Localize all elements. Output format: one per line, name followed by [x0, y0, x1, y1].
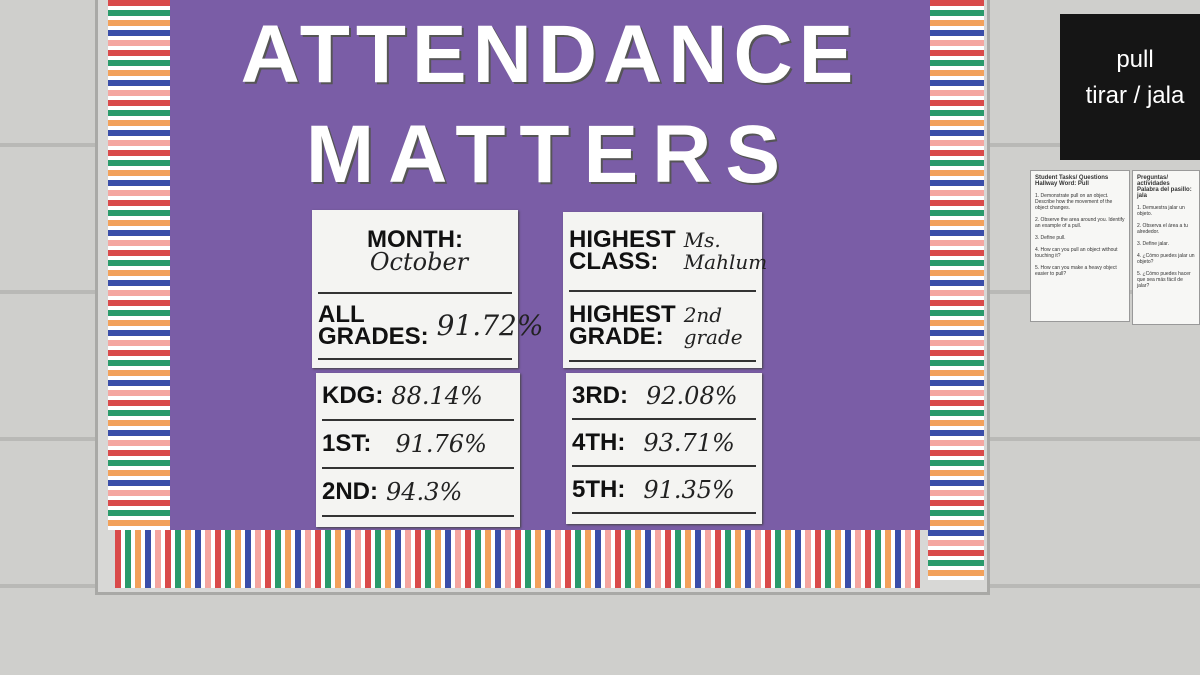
- label: 2ND:: [322, 478, 379, 505]
- value: 91.72%: [436, 309, 544, 342]
- value: Ms. Mahlum: [683, 228, 768, 274]
- card: KDG: 88.14% 1ST: 91.76% 2ND: 94.3%: [316, 373, 520, 527]
- value: 94.3%: [386, 478, 463, 506]
- label: 1ST:: [322, 430, 372, 457]
- item: 4. How can you pull an object without to…: [1035, 247, 1118, 259]
- door-sign: pull tirar / jala: [1060, 14, 1200, 160]
- label: 4TH:: [572, 428, 626, 456]
- item: 5. How can you make a heavy object easie…: [1035, 265, 1117, 277]
- card: HIGHEST CLASS: Ms. Mahlum HIGHEST GRADE: 2…: [563, 212, 767, 368]
- label: HIGHEST GRADE:: [569, 301, 676, 350]
- value: October: [369, 248, 469, 276]
- item: 1. Demuestra jalar un objeto.: [1137, 205, 1185, 217]
- sign-text: tirar / jala: [1085, 82, 1185, 109]
- title-line: MATTERS: [305, 109, 795, 200]
- border-left: [108, 0, 170, 530]
- heading: Preguntas/ actividades: [1137, 175, 1170, 187]
- label: 3RD:: [572, 381, 629, 409]
- worksheet: Preguntas/ actividades Palabra del pasill…: [1132, 170, 1200, 325]
- item: 2. Observa el área a tu alrededor.: [1137, 223, 1188, 235]
- worksheet: Student Tasks/ Questions Hallway Word: Pu…: [1030, 170, 1130, 322]
- heading: Hallway Word: Pull: [1035, 181, 1089, 187]
- value: 91.76%: [395, 430, 487, 458]
- heading: Palabra del pasillo: jala: [1137, 187, 1192, 199]
- card: MONTH: October ALL GRADES: 91.72%: [312, 210, 543, 368]
- label: HIGHEST CLASS:: [569, 226, 676, 275]
- item: 3. Define jalar.: [1137, 241, 1169, 247]
- sign-text: pull: [1116, 46, 1154, 73]
- value: 88.14%: [391, 382, 483, 410]
- purple-paper: [170, 0, 930, 530]
- value: 91.35%: [643, 475, 735, 504]
- value: 93.71%: [643, 428, 735, 457]
- item: 3. Define pull.: [1035, 235, 1066, 241]
- item: 5. ¿Cómo puedes hacer que sea más fácil …: [1137, 271, 1191, 289]
- value: 92.08%: [646, 381, 738, 410]
- item: 1. Demonstrate pull on an object. Descri…: [1035, 193, 1113, 211]
- value: 2nd grade: [683, 303, 743, 349]
- border-bottom: [115, 530, 920, 588]
- heading: Student Tasks/ Questions: [1035, 175, 1109, 181]
- card: 3RD: 92.08% 4TH: 93.71% 5TH: 91.35%: [566, 373, 762, 524]
- item: 2. Observe the area around you. Identify…: [1035, 217, 1125, 229]
- label: MONTH:: [367, 226, 463, 253]
- title-line: ATTENDANCE: [240, 9, 860, 100]
- item: 4. ¿Cómo puedes jalar un objeto?: [1137, 253, 1195, 265]
- label: ALL GRADES:: [318, 301, 429, 350]
- border-right: [928, 0, 984, 580]
- label: KDG:: [322, 382, 384, 409]
- label: 5TH:: [572, 475, 626, 503]
